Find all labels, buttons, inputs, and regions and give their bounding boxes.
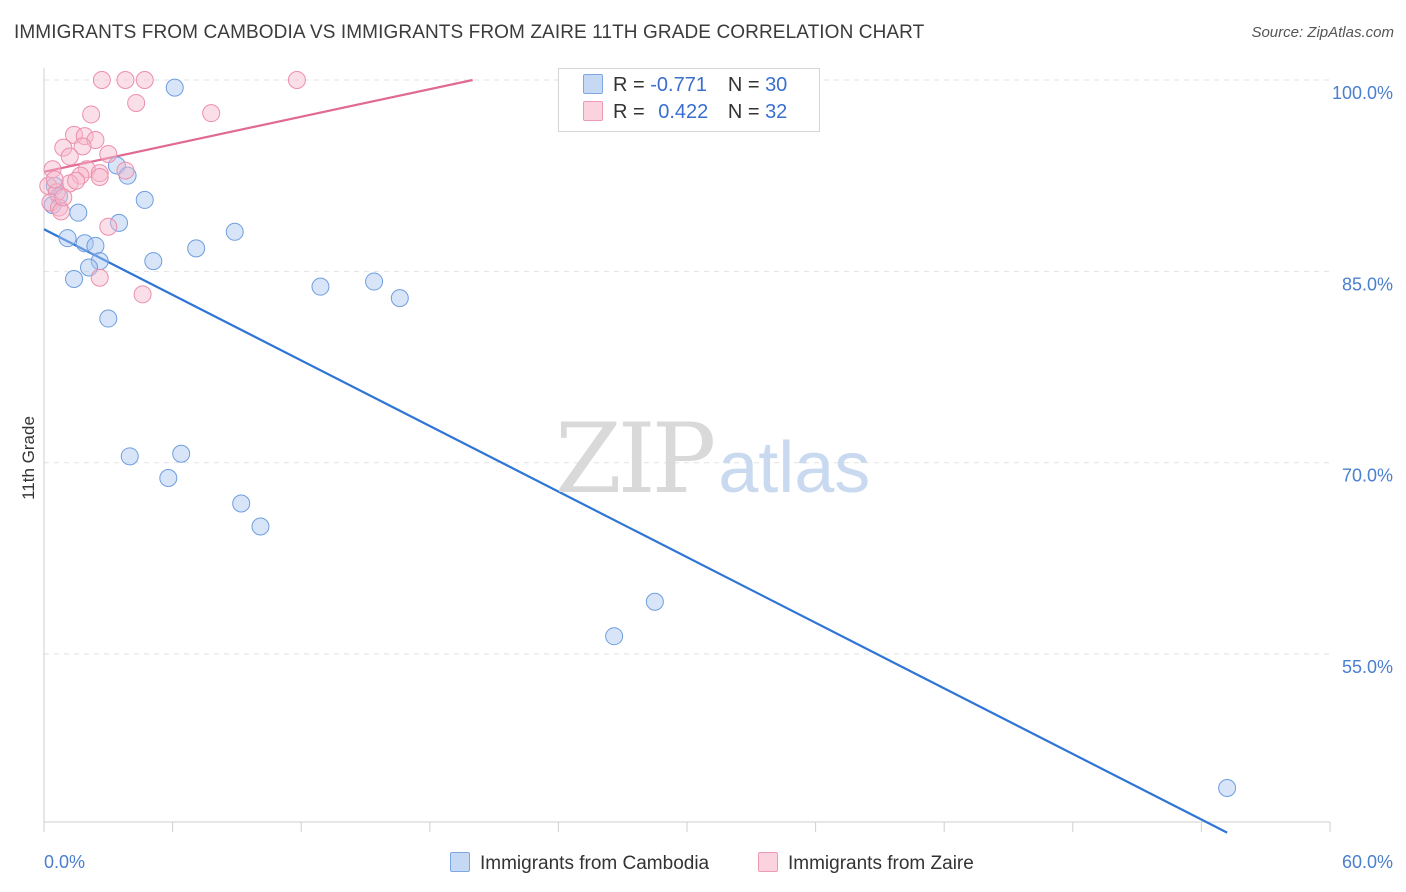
bottom-legend-cambodia: Immigrants from Cambodia	[450, 852, 709, 875]
bottom-legend-swatch-cambodia	[450, 852, 470, 872]
point-cambodia	[645, 592, 664, 611]
x-tick-label: 0.0%	[44, 852, 85, 872]
point-zaire	[99, 144, 118, 163]
legend-swatch-zaire	[583, 101, 603, 121]
point-cambodia	[69, 203, 88, 222]
legend-row-cambodia: R = -0.771 N = 30	[583, 74, 787, 100]
point-zaire	[60, 147, 79, 166]
point-cambodia	[75, 234, 94, 253]
point-cambodia	[120, 447, 139, 466]
point-zaire	[82, 105, 101, 124]
legend-n-value-zaire: 32	[765, 101, 788, 123]
chart-title: IMMIGRANTS FROM CAMBODIA VS IMMIGRANTS F…	[14, 22, 925, 43]
watermark: ZIPatlas	[555, 403, 870, 515]
trend-line-cambodia	[43, 228, 1228, 834]
legend-swatch-cambodia	[583, 74, 603, 94]
point-zaire	[54, 188, 73, 207]
point-cambodia	[187, 239, 206, 258]
point-zaire	[67, 171, 86, 190]
point-cambodia	[365, 272, 384, 291]
point-cambodia	[232, 494, 251, 513]
point-zaire	[90, 167, 109, 186]
data-points	[39, 71, 1237, 797]
point-zaire	[92, 71, 111, 89]
stats-legend: R = -0.771 N = 30 R = 0.422 N = 32	[558, 68, 820, 132]
point-zaire	[90, 268, 109, 287]
legend-r-value-cambodia: -0.771	[650, 74, 707, 96]
watermark-atlas: atlas	[718, 428, 871, 508]
bottom-legend-swatch-zaire	[758, 852, 778, 872]
point-zaire	[287, 71, 306, 89]
point-cambodia	[225, 222, 244, 241]
y-axis-label: 11th Grade	[19, 416, 38, 500]
tick-labels: 100.0% 85.0% 70.0% 55.0% 0.0% 60.0%	[44, 83, 1393, 872]
point-cambodia	[251, 517, 270, 536]
point-zaire	[127, 93, 146, 112]
y-tick-label: 85.0%	[1342, 274, 1393, 294]
point-zaire	[54, 138, 73, 157]
point-zaire	[116, 161, 135, 180]
bottom-legend-zaire: Immigrants from Zaire	[758, 852, 974, 875]
trend-line-zaire	[43, 78, 473, 173]
point-zaire	[45, 170, 64, 189]
point-zaire	[99, 217, 118, 236]
y-tick-label: 70.0%	[1342, 466, 1393, 486]
point-cambodia	[144, 252, 163, 271]
point-cambodia	[58, 229, 77, 248]
point-cambodia	[165, 78, 184, 97]
y-tick-label: 55.0%	[1342, 657, 1393, 677]
point-zaire	[73, 137, 92, 156]
point-cambodia	[65, 270, 84, 289]
x-tick-label: 60.0%	[1342, 852, 1393, 872]
point-cambodia	[311, 277, 330, 296]
legend-r-value-zaire: 0.422	[658, 101, 709, 123]
point-cambodia	[159, 469, 178, 488]
source-label: Source: ZipAtlas.com	[1251, 24, 1394, 41]
legend-row-zaire: R = 0.422 N = 32	[583, 101, 787, 127]
point-cambodia	[110, 213, 129, 232]
point-cambodia	[86, 236, 105, 255]
grid-lines	[44, 79, 1330, 655]
point-cambodia	[172, 444, 191, 463]
point-cambodia	[605, 627, 624, 646]
point-cambodia	[99, 309, 118, 328]
legend-n-value-cambodia: 30	[765, 74, 788, 96]
point-zaire	[135, 71, 154, 89]
point-cambodia	[1218, 779, 1237, 797]
y-tick-label: 100.0%	[1332, 83, 1393, 103]
point-zaire	[52, 202, 71, 221]
trend-lines	[43, 78, 1228, 834]
watermark-zip: ZIP	[555, 403, 716, 515]
point-zaire	[133, 285, 152, 304]
point-zaire	[116, 71, 135, 89]
point-zaire	[90, 164, 109, 183]
point-cambodia	[135, 190, 154, 209]
point-cambodia	[390, 289, 409, 308]
point-zaire	[202, 104, 221, 123]
